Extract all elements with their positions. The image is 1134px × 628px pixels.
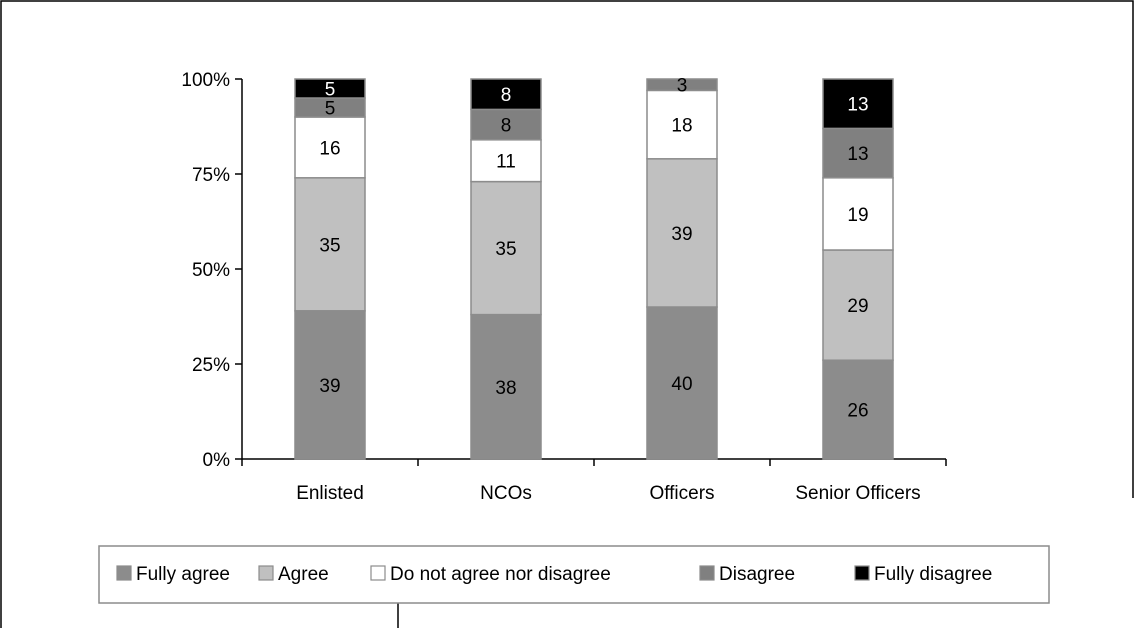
bar-segment <box>470 78 542 111</box>
bar-segment <box>822 177 894 251</box>
data-label: 40 <box>671 374 692 395</box>
x-category-label: Enlisted <box>296 483 364 504</box>
data-label: 16 <box>319 138 340 159</box>
bar-segment <box>294 116 366 179</box>
bar-segment <box>470 313 542 460</box>
bar-segment <box>646 158 718 308</box>
legend-swatch <box>699 565 715 581</box>
legend-label: Fully agree <box>136 564 230 585</box>
legend-swatch <box>258 565 274 581</box>
data-label: 19 <box>847 205 868 226</box>
bar-segment <box>822 127 894 179</box>
data-label: 39 <box>319 376 340 397</box>
data-label: 26 <box>847 401 868 422</box>
y-tick-label: 100% <box>181 70 230 91</box>
legend-label: Do not agree nor disagree <box>390 564 611 585</box>
data-label: 35 <box>319 235 340 256</box>
bar-segment <box>822 359 894 460</box>
bar-segment <box>646 78 718 92</box>
data-label: 13 <box>847 144 868 165</box>
data-label: 8 <box>501 116 512 137</box>
legend-label: Agree <box>278 564 329 585</box>
bar-segment <box>470 180 542 316</box>
data-label: 39 <box>671 224 692 245</box>
data-label: 5 <box>325 99 336 120</box>
x-category-label: NCOs <box>480 483 532 504</box>
bar-segment <box>470 108 542 141</box>
legend-box <box>98 545 1050 604</box>
data-label: 18 <box>671 116 692 137</box>
data-label: 3 <box>677 76 688 97</box>
x-category-label: Officers <box>649 483 714 504</box>
bar-segment <box>822 78 894 130</box>
data-label: 38 <box>495 378 516 399</box>
bar-segment <box>294 78 366 99</box>
data-label: 5 <box>325 80 336 101</box>
y-tick-label: 75% <box>192 165 230 186</box>
bar-segment <box>646 89 718 160</box>
data-label: 8 <box>501 85 512 106</box>
bar-segment <box>294 177 366 312</box>
legend-swatch <box>370 565 386 581</box>
legend-swatch <box>116 565 132 581</box>
data-label: 35 <box>495 239 516 260</box>
y-tick-label: 0% <box>203 450 231 471</box>
legend-swatch <box>854 565 870 581</box>
y-tick-label: 50% <box>192 260 230 281</box>
bar-segment <box>822 249 894 361</box>
bar-segment <box>294 310 366 460</box>
y-tick-label: 25% <box>192 355 230 376</box>
legend-label: Disagree <box>719 564 795 585</box>
x-category-label: Senior Officers <box>795 483 920 504</box>
data-label: 13 <box>847 95 868 116</box>
bar-segment <box>646 306 718 460</box>
data-label: 29 <box>847 296 868 317</box>
data-label: 11 <box>496 152 516 173</box>
legend-label: Fully disagree <box>874 564 992 585</box>
